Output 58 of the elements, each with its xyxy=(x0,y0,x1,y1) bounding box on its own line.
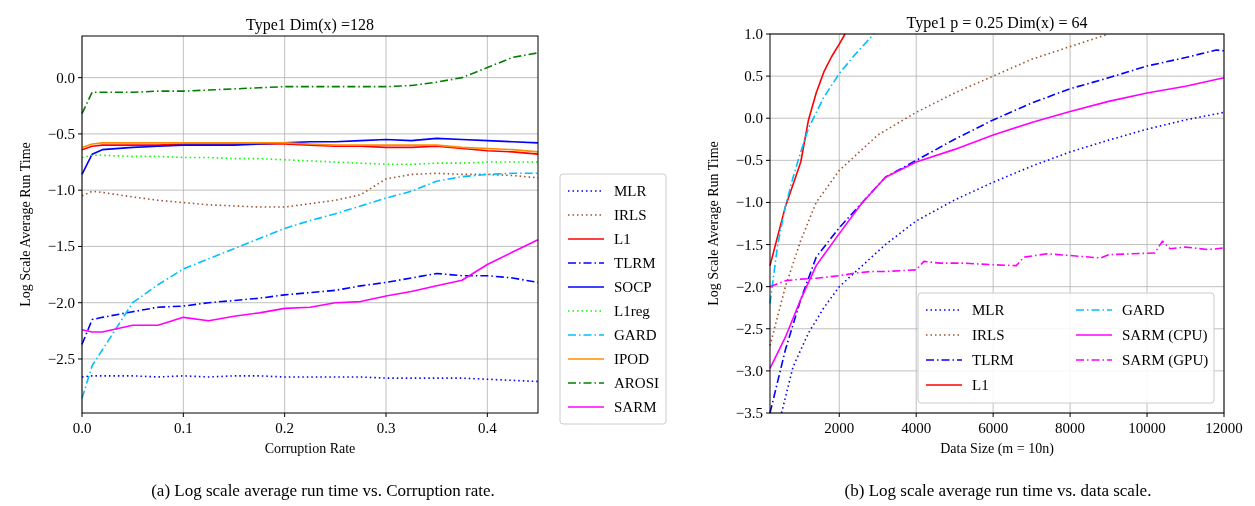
text: (a) Log scale average run time vs. Corruption rate. xyxy=(151,481,495,500)
y-tick-label: −2.5 xyxy=(735,320,763,337)
legend-label: SOCP xyxy=(614,279,652,295)
y-axis-title: Log Scale Average Run Time xyxy=(18,142,33,307)
legend-label: AROSI xyxy=(614,375,660,391)
text: (b) Log scale average run time vs. data scale. xyxy=(844,481,1152,500)
x-tick-label: 12000 xyxy=(1205,420,1243,436)
x-tick-label: 0.4 xyxy=(477,420,498,436)
legend-label: GARD xyxy=(1122,302,1165,318)
y-tick-label: −0.5 xyxy=(735,152,763,169)
y-tick-label: −0.5 xyxy=(47,125,75,142)
x-tick-label: 8000 xyxy=(1055,420,1086,436)
x-tick-label: 0.3 xyxy=(376,420,396,436)
legend-label: SARM (GPU) xyxy=(1122,352,1209,369)
y-tick-label: −2.5 xyxy=(47,350,75,367)
y-tick-label: −3.0 xyxy=(735,362,763,379)
legend-label: MLR xyxy=(614,183,647,199)
y-tick-label: 0.0 xyxy=(56,69,75,86)
y-tick-label: 0.0 xyxy=(744,110,763,127)
legend-label: L1 xyxy=(614,231,631,247)
x-tick-label: 2000 xyxy=(824,420,855,436)
line-series xyxy=(81,137,539,176)
x-tick-label: 4000 xyxy=(901,420,932,436)
x-tick-label: 0.0 xyxy=(72,420,92,436)
line-series xyxy=(769,77,1225,370)
y-tick-label: −2.0 xyxy=(47,294,75,311)
x-axis-title: Data Size (m = 10n) xyxy=(940,441,1055,457)
y-tick-label: 1.0 xyxy=(744,26,763,42)
x-tick-label: 6000 xyxy=(978,420,1009,436)
legend-label: L1reg xyxy=(614,303,651,319)
chart-title: Type1 Dim(x) =128 xyxy=(246,16,374,34)
line-series xyxy=(81,52,539,115)
legend-label: SARM (CPU) xyxy=(1122,327,1208,344)
y-axis-title: Log Scale Average Run Time xyxy=(706,141,721,306)
line-series xyxy=(81,154,539,166)
legend-label: TLRM xyxy=(614,255,656,271)
legend-label: IRLS xyxy=(972,327,1005,343)
y-tick-label: −2.0 xyxy=(735,278,763,295)
legend-label: SARM xyxy=(614,399,657,415)
x-tick-label: 10000 xyxy=(1128,420,1166,436)
y-tick-label: −3.5 xyxy=(735,405,763,421)
x-tick-label: 0.2 xyxy=(275,420,295,436)
line-series xyxy=(81,238,539,333)
chart-title: Type1 p = 0.25 Dim(x) = 64 xyxy=(906,14,1088,32)
legend-label: IPOD xyxy=(614,351,650,367)
legend-label: L1 xyxy=(972,377,989,393)
line-series xyxy=(780,111,1225,414)
legend-label: IRLS xyxy=(614,207,647,223)
x-tick-label: 0.1 xyxy=(173,420,193,436)
x-axis-title: Corruption Rate xyxy=(264,441,356,456)
y-tick-label: −1.0 xyxy=(47,182,75,199)
legend-label: TLRM xyxy=(972,352,1014,368)
y-tick-label: −1.5 xyxy=(735,236,763,253)
y-tick-label: −1.5 xyxy=(47,238,75,255)
legend-label: MLR xyxy=(972,302,1005,318)
legend-label: GARD xyxy=(614,327,657,343)
y-tick-label: −1.0 xyxy=(735,194,763,211)
y-tick-label: 0.5 xyxy=(744,68,763,85)
